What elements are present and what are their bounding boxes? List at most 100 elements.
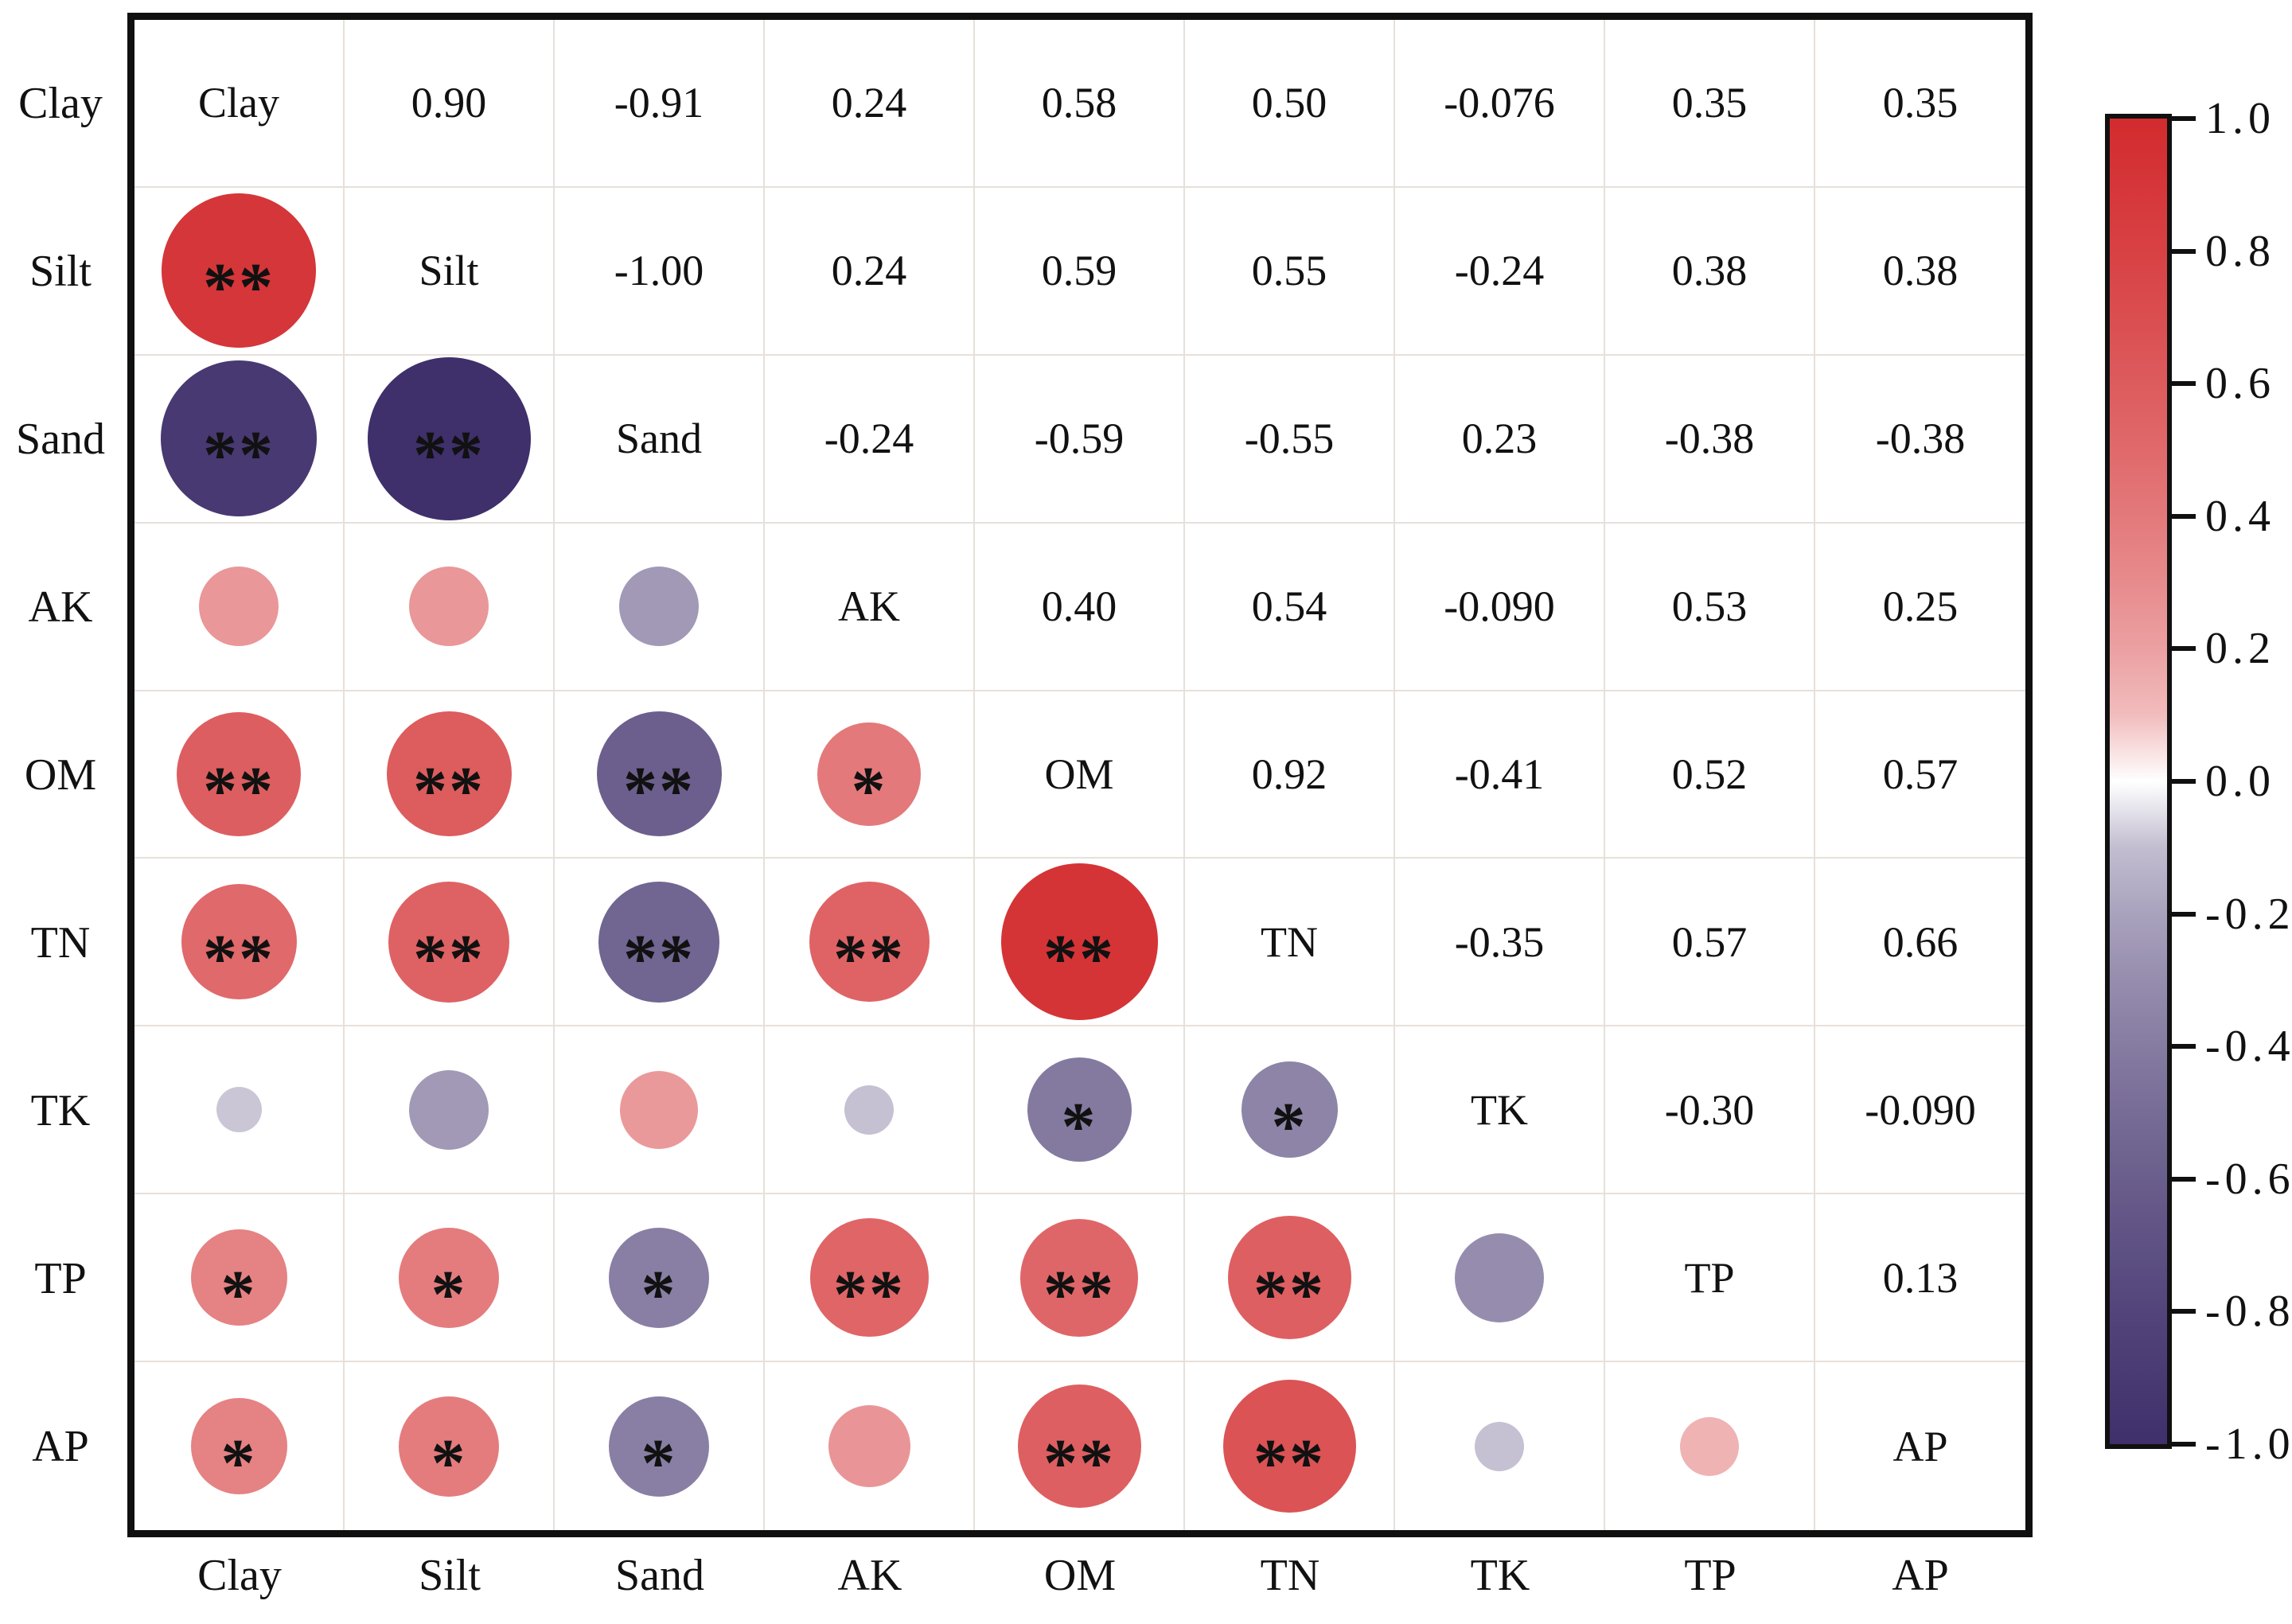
matrix-cell-silt-ap: 0.38 (1815, 188, 2025, 356)
matrix-cell-om-silt: ** (345, 691, 555, 859)
significance-stars: ** (1253, 1424, 1325, 1501)
matrix-cell-tk-tn: * (1185, 1026, 1395, 1195)
colorbar-tick (2172, 513, 2196, 519)
correlation-value: 0.40 (1041, 582, 1117, 631)
significance-stars: ** (203, 920, 275, 997)
matrix-cell-sand-tk: 0.23 (1395, 355, 1605, 524)
correlation-circle (409, 567, 489, 647)
significance-stars: ** (413, 752, 485, 829)
matrix-cell-clay-ap: 0.35 (1815, 20, 2025, 188)
row-label-silt: Silt (29, 247, 92, 297)
correlation-value: -0.38 (1664, 415, 1755, 463)
matrix-cell-tn-om: ** (975, 859, 1185, 1027)
correlation-value: 0.35 (1671, 79, 1748, 127)
correlation-circle: * (399, 1227, 499, 1328)
correlation-value: 0.66 (1882, 917, 1959, 966)
correlation-value: 0.13 (1882, 1253, 1959, 1302)
diagonal-label: AP (1892, 1422, 1948, 1470)
correlation-value: 0.24 (831, 79, 907, 127)
matrix-cell-tn-clay: ** (134, 859, 345, 1027)
matrix-cell-tk-clay (134, 1026, 345, 1195)
matrix-cell-om-om: OM (975, 691, 1185, 859)
correlation-circle: * (1241, 1061, 1338, 1165)
significance-stars: * (1061, 1088, 1097, 1165)
correlation-circle (620, 1070, 698, 1149)
matrix-cell-ak-tn: 0.54 (1185, 523, 1395, 691)
correlation-value: -0.090 (1444, 582, 1555, 631)
matrix-cell-tp-ap: 0.13 (1815, 1194, 2025, 1363)
correlation-circle: ** (162, 193, 316, 349)
matrix-cell-tp-sand: * (555, 1194, 765, 1363)
col-label-silt: Silt (419, 1551, 481, 1600)
matrix-cell-tn-silt: ** (345, 859, 555, 1027)
significance-stars: * (431, 1424, 467, 1501)
matrix-cell-sand-clay: ** (134, 355, 345, 524)
significance-stars: * (220, 1424, 257, 1501)
colorbar (2105, 114, 2172, 1449)
significance-stars: ** (1043, 1256, 1115, 1333)
correlation-circle: ** (388, 881, 509, 1003)
colorbar-tick-label: -0.8 (2205, 1287, 2292, 1337)
correlation-value: -0.35 (1454, 917, 1545, 966)
matrix-cell-tn-sand: ** (555, 859, 765, 1027)
matrix-cell-ak-clay (134, 523, 345, 691)
matrix-cell-om-tn: 0.92 (1185, 691, 1395, 859)
matrix-grid: Clay 0.90 -0.91 0.24 0.58 0.50 -0.076 0.35 0.35 *… (134, 20, 2025, 1530)
significance-stars: ** (203, 416, 275, 493)
correlation-circle: * (817, 722, 921, 826)
colorbar-tick-label: -0.4 (2205, 1022, 2292, 1072)
colorbar-ticks: 1.0 0.8 0.6 0.4 0.2 0.0 -0.2 -0.4 -0.6 -0.8 -1.0 (2172, 94, 2292, 1469)
matrix-cell-tk-silt (345, 1026, 555, 1195)
matrix-cell-om-ap: 0.57 (1815, 691, 2025, 859)
correlation-value: 0.24 (831, 247, 907, 295)
matrix-cell-om-ak: * (765, 691, 975, 859)
correlation-circle: ** (1020, 1218, 1138, 1337)
matrix-cell-ak-ap: 0.25 (1815, 524, 2025, 691)
correlation-value: -0.24 (824, 415, 914, 463)
correlation-circle: ** (598, 881, 719, 1003)
correlation-value: 0.54 (1251, 582, 1327, 631)
correlation-circle: ** (1017, 1384, 1141, 1509)
matrix-cell-ap-sand: * (555, 1362, 765, 1530)
correlation-circle (1455, 1233, 1544, 1322)
colorbar-tick-label: 0.8 (2205, 226, 2275, 276)
colorbar-tick-label: -1.0 (2205, 1420, 2292, 1469)
colorbar-tick (2172, 116, 2196, 121)
matrix-cell-sand-ap: -0.38 (1815, 356, 2025, 524)
correlation-value: 0.57 (1671, 917, 1748, 966)
diagonal-label: AK (838, 582, 900, 631)
col-label-tn: TN (1260, 1551, 1320, 1600)
correlation-circle (409, 1069, 489, 1150)
matrix-cell-tp-silt: * (345, 1194, 555, 1363)
matrix-cell-clay-tp: 0.35 (1605, 20, 1815, 188)
matrix-cell-ak-sand (555, 523, 765, 691)
matrix-cell-clay-om: 0.58 (975, 20, 1185, 188)
matrix-cell-tk-sand (555, 1026, 765, 1195)
matrix-cell-silt-clay: ** (134, 187, 345, 356)
matrix-cell-ap-tk (1395, 1362, 1605, 1530)
correlation-value: 0.55 (1251, 247, 1327, 295)
correlation-value: 0.57 (1882, 750, 1959, 798)
correlation-value: 0.38 (1671, 247, 1748, 295)
significance-stars: ** (413, 920, 485, 997)
matrix-cell-silt-sand: -1.00 (555, 187, 765, 356)
correlation-value: -0.55 (1244, 415, 1335, 463)
matrix-cell-tk-om: * (975, 1026, 1185, 1195)
correlation-circle (1680, 1416, 1739, 1476)
correlation-circle: ** (367, 356, 531, 520)
matrix-cell-ap-tp (1605, 1362, 1815, 1530)
correlation-circle: * (190, 1398, 287, 1501)
col-label-om: OM (1043, 1551, 1117, 1600)
matrix-cell-om-clay: ** (134, 691, 345, 859)
correlation-circle: ** (1227, 1216, 1351, 1340)
correlation-circle (216, 1087, 262, 1133)
significance-stars: ** (1253, 1256, 1325, 1333)
correlation-value: 0.25 (1882, 582, 1959, 631)
matrix-cell-sand-silt: ** (345, 355, 555, 524)
colorbar-tick (2172, 1044, 2196, 1050)
matrix-cell-tk-ak (765, 1026, 975, 1195)
significance-stars: * (1271, 1088, 1308, 1165)
correlation-circle: ** (177, 711, 301, 836)
correlation-circle (619, 567, 699, 647)
